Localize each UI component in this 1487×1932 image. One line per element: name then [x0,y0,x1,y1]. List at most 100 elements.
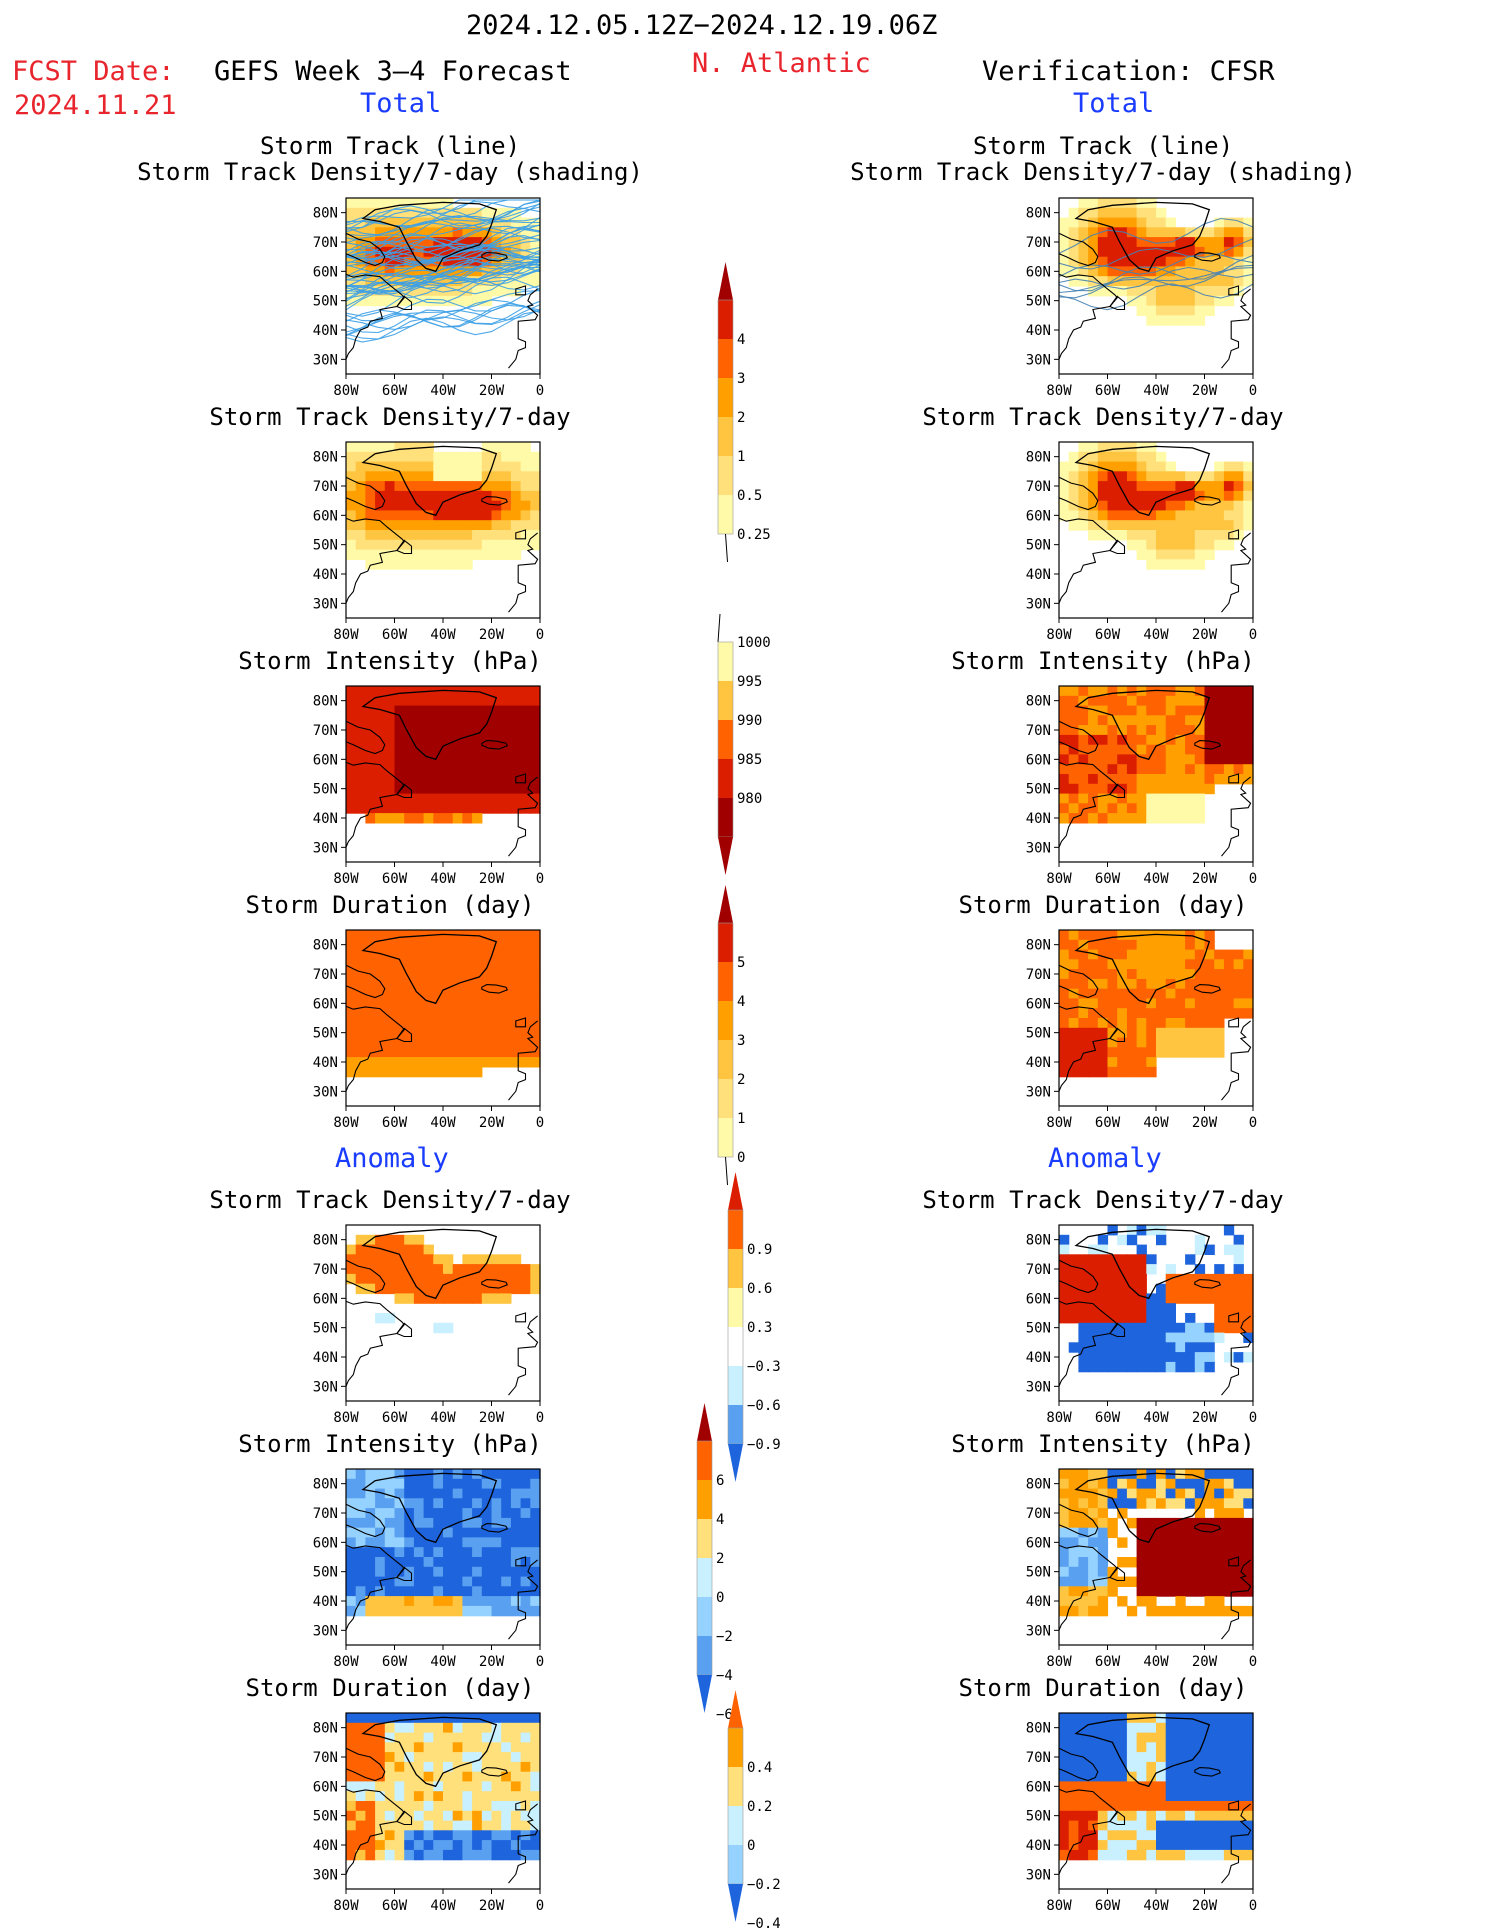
field-cell [472,1047,483,1058]
field-cell [355,1537,366,1548]
field-cell [1146,1596,1157,1607]
field-cell [481,783,493,795]
field-cell [1097,949,1109,960]
field-cell [1214,1761,1225,1773]
field-cell [404,1830,415,1841]
field-cell [1146,959,1157,970]
field-cell [1117,1801,1128,1812]
field-cell [1194,969,1206,980]
field-cell [1156,1576,1167,1587]
field-cell [510,481,522,492]
field-cell [501,1576,512,1587]
field-cell [520,1820,531,1831]
field-cell [491,1752,502,1763]
field-cell [520,978,531,990]
field-cell [384,461,396,472]
colorbar-segment [718,923,733,962]
field-cell [481,1771,493,1783]
field-cell [1068,930,1079,941]
field-cell [472,237,483,248]
field-cell [423,1566,434,1578]
field-cell [501,1293,512,1304]
field-cell [1097,1791,1109,1802]
field-cell [501,1801,512,1812]
field-cell [404,1586,415,1597]
field-cell [413,715,425,726]
field-cell [501,1547,512,1558]
field-cell [1185,246,1196,258]
field-cell [1078,1517,1089,1529]
field-cell [1243,1303,1254,1314]
field-cell [1107,286,1118,297]
field-cell [1146,774,1157,785]
field-cell [491,539,502,551]
field-cell [394,774,405,785]
lon-tick-label: 60W [382,383,408,399]
field-cell [1088,1596,1099,1607]
field-cell [1088,1557,1099,1568]
field-cell [1088,1469,1099,1480]
lat-tick-label: 80N [313,1233,338,1249]
field-cell [491,490,502,502]
field-cell [1059,1781,1070,1792]
field-cell [433,1810,444,1822]
field-cell [1204,1498,1215,1509]
field-cell [1204,1322,1215,1334]
field-cell [1156,1283,1167,1295]
field-cell [404,1244,415,1255]
field-cell [394,715,405,726]
field-cell [1078,490,1089,502]
field-cell [1097,959,1109,970]
field-cell [472,949,483,960]
field-cell [365,715,376,726]
field-cell [501,1820,512,1831]
field-cell [443,1761,454,1773]
field-cell [423,295,434,307]
field-cell [1175,1781,1186,1792]
field-cell [1204,930,1215,941]
field-cell [1107,500,1118,512]
field-cell [423,1752,434,1763]
field-cell [394,725,405,736]
field-cell [1078,1332,1089,1343]
field-cell [530,744,541,756]
field-cell [520,1478,531,1490]
field-cell [481,1801,493,1812]
field-cell [1088,510,1099,521]
field-cell [1214,998,1225,1009]
field-cell [404,988,415,1000]
field-cell [1223,471,1235,482]
field-cell [1165,725,1176,736]
field-cell [1059,1244,1070,1255]
field-cell [501,939,512,951]
field-cell [365,1066,376,1078]
field-cell [355,1517,366,1529]
field-cell [346,1586,357,1597]
field-cell [481,1566,493,1578]
field-cell [510,490,522,502]
lon-tick-label: 20W [479,627,505,643]
field-cell [404,1781,415,1792]
field-cell [1059,1810,1070,1822]
field-cell [1146,1057,1157,1068]
field-cell [413,530,425,541]
lat-tick-label: 40N [313,567,338,583]
field-cell [1059,774,1070,785]
field-cell [375,1527,386,1539]
field-cell [462,959,473,970]
field-cell [346,442,357,453]
field-cell [530,939,541,951]
field-cell [365,530,376,541]
track-line [1058,264,1254,299]
lon-tick-label: 40W [1143,627,1169,643]
field-cell [375,198,386,209]
lat-tick-label: 80N [1026,694,1051,710]
field-cell [1175,1498,1186,1509]
field-cell [462,949,473,960]
field-cell [1194,1037,1206,1048]
field-cell [384,1498,396,1509]
lat-tick-label: 40N [1026,1055,1051,1071]
field-cell [1185,969,1196,980]
lon-tick-label: 40W [1143,1410,1169,1426]
field-cell [1097,461,1109,472]
